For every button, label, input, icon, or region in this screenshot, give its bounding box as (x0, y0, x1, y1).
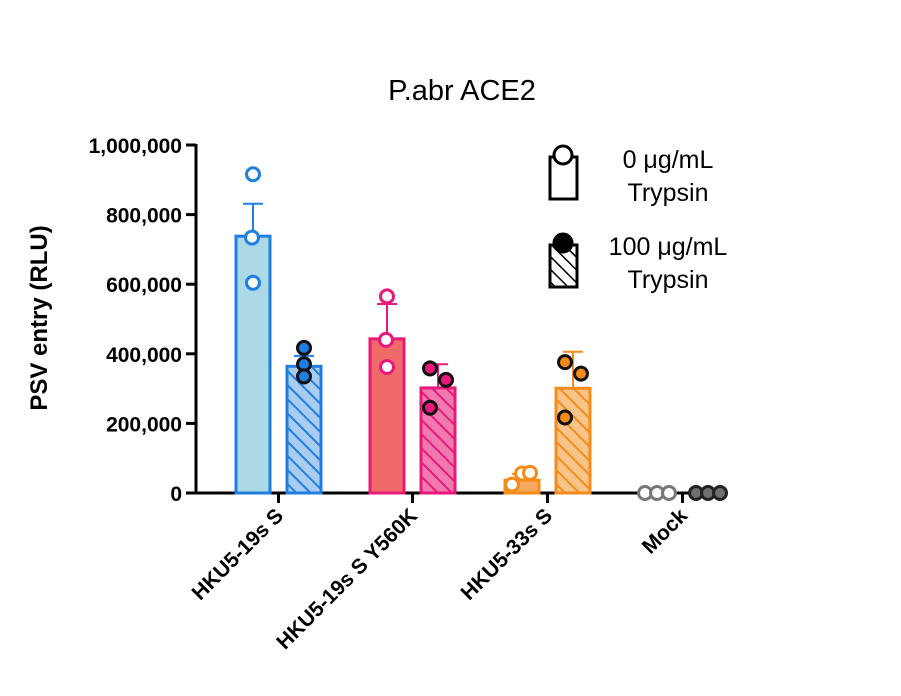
data-point (245, 274, 261, 291)
data-point (712, 485, 728, 501)
data-points (244, 166, 728, 501)
x-tick-label: HKU5-19s S (188, 504, 288, 604)
legend-label-1-line2: Trypsin (627, 266, 708, 294)
legend-label-0-line2: Trypsin (627, 179, 708, 207)
y-tick-label: 400,000 (106, 344, 182, 367)
legend-label-0-line1: 0 μg/mL (623, 146, 714, 174)
data-point (296, 368, 312, 385)
legend-item-1: 100 μg/mL Trypsin (548, 232, 728, 294)
legend-label-1-line1: 100 μg/mL (609, 233, 728, 261)
bar (234, 234, 272, 495)
bar (554, 386, 592, 495)
x-tick-label: HKU5-33s S (457, 504, 557, 604)
data-point (296, 339, 312, 356)
data-point (504, 476, 520, 493)
bar (285, 364, 323, 495)
data-point (378, 331, 394, 348)
x-axis (194, 491, 724, 503)
data-point (557, 354, 573, 371)
data-point (244, 229, 260, 246)
bars (234, 234, 592, 495)
data-point (422, 399, 438, 416)
y-tick-label: 0 (170, 483, 182, 506)
legend-marker-open (552, 144, 574, 166)
data-point (573, 365, 589, 382)
data-point (438, 371, 454, 388)
y-tick-label: 1,000,000 (89, 135, 182, 158)
legend-item-0: 0 μg/mL Trypsin (548, 144, 714, 207)
y-axis-label: PSV entry (RLU) (26, 225, 53, 410)
data-point (379, 359, 395, 376)
data-point (661, 485, 677, 501)
x-tick-label: Mock (638, 504, 692, 558)
data-point (379, 288, 395, 305)
y-tick-label: 200,000 (106, 413, 182, 436)
legend: 0 μg/mL Trypsin 100 μg/mL Trypsin (548, 144, 728, 294)
y-tick-label: 600,000 (106, 274, 182, 297)
data-point (422, 360, 438, 377)
chart-title: P.abr ACE2 (388, 75, 536, 107)
y-tick-label: 800,000 (106, 205, 182, 228)
legend-marker-filled (552, 232, 574, 254)
data-point (245, 166, 261, 183)
x-tick-label: HKU5-19s S Y560K (272, 504, 422, 654)
data-point (557, 409, 573, 426)
data-point (522, 464, 538, 481)
y-axis: 0 200,000 400,000 600,000 800,000 1,000,000 (89, 135, 198, 506)
